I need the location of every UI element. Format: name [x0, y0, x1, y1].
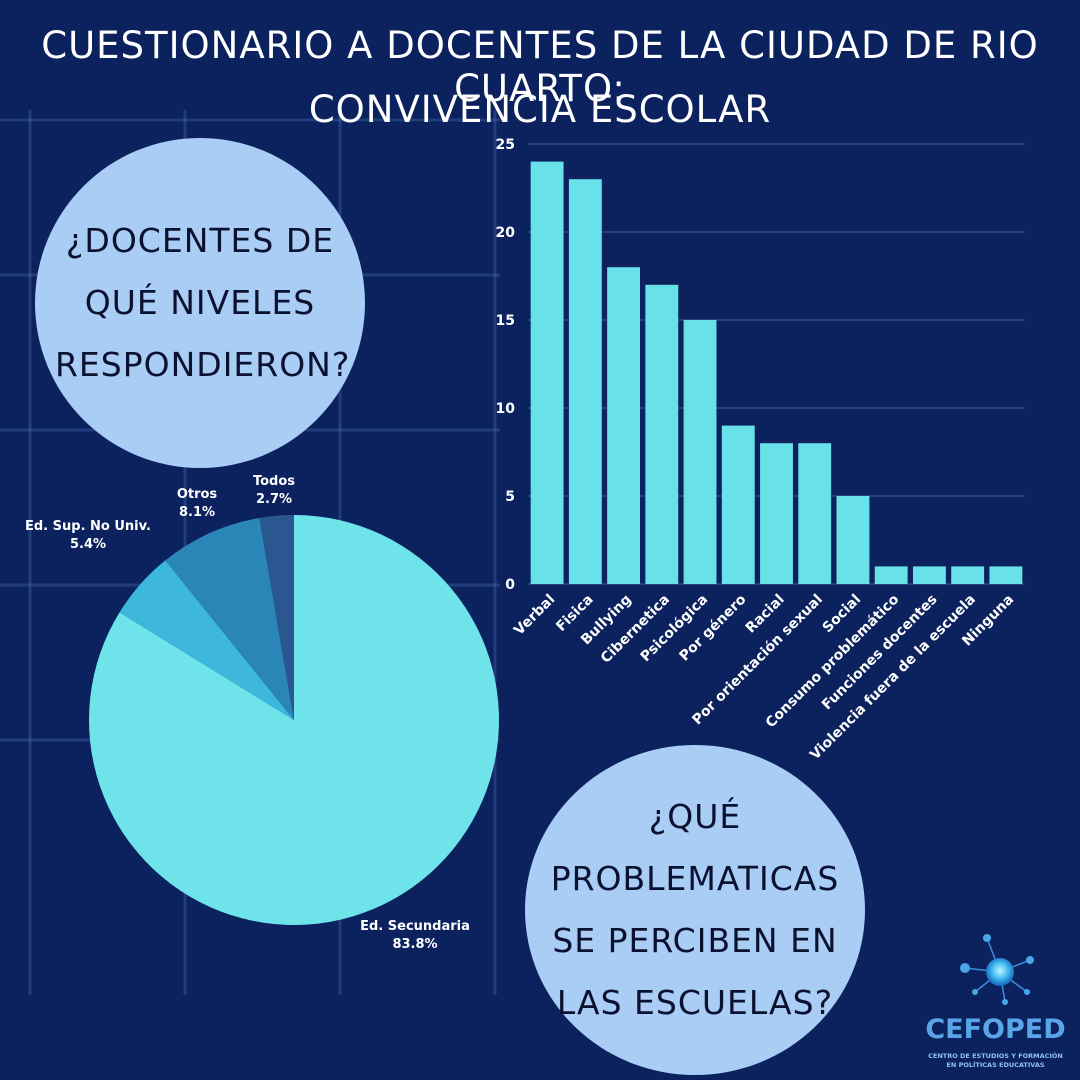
pie-slice-label: Ed. Secundaria [360, 919, 470, 934]
x-tick-label: Por género [677, 591, 750, 664]
pie-slice-percent: 83.8% [392, 937, 437, 952]
pie-slice-label: Todos [253, 474, 295, 489]
bar [874, 566, 908, 584]
bar [721, 425, 755, 584]
bar [683, 320, 717, 584]
bar [530, 161, 564, 584]
problems-question-line: LAS ESCUELAS? [556, 983, 834, 1022]
y-tick-label: 10 [496, 401, 516, 417]
levels-question-line: ¿DOCENTES DE [65, 221, 335, 260]
cefoped-logo-icon [960, 934, 1034, 1005]
y-tick-label: 25 [496, 137, 515, 153]
bar [798, 443, 832, 584]
logo-subtitle: EN POLÍTICAS EDUCATIVAS [946, 1061, 1045, 1069]
pie-slice [119, 560, 294, 720]
bar [568, 179, 602, 584]
problems-question-line: ¿QUÉ [648, 797, 742, 836]
bar [836, 496, 870, 584]
pie-slice [89, 515, 500, 925]
y-tick-label: 15 [496, 313, 515, 329]
problems-question-bubble: ¿QUÉ PROBLEMATICAS SE PERCIBEN EN LAS ES… [525, 745, 865, 1075]
y-tick-label: 5 [505, 489, 515, 505]
levels-question-bubble: ¿DOCENTES DE QUÉ NIVELES RESPONDIERON? [35, 138, 365, 468]
problems-bar-chart: 0510152025VerbalFisicaBullyingCibernetic… [496, 137, 1025, 763]
y-tick-label: 0 [505, 577, 515, 593]
problems-question-line: SE PERCIBEN EN [552, 921, 838, 960]
page-title: CUESTIONARIO A DOCENTES DE LA CIUDAD DE … [41, 24, 1039, 110]
bar [645, 284, 679, 584]
levels-question-line: QUÉ NIVELES [84, 283, 316, 322]
logo-subtitle: CENTRO DE ESTUDIOS Y FORMACIÓN [928, 1052, 1063, 1060]
pie-slice-percent: 2.7% [256, 492, 292, 507]
logo-name: CEFOPED [925, 1014, 1066, 1045]
bar [912, 566, 946, 584]
page-subtitle: CONVIVENCIA ESCOLAR [308, 88, 772, 131]
x-tick-label: Verbal [511, 592, 558, 639]
bar [951, 566, 985, 584]
bar [760, 443, 793, 584]
y-tick-label: 20 [496, 225, 516, 241]
pie-slice-label: Otros [177, 487, 218, 502]
pie-slice [259, 515, 294, 720]
pie-slice-label: Ed. Sup. No Univ. [25, 519, 151, 534]
levels-pie-chart: Ed. Secundaria 83.8% Ed. Sup. No Univ. 5.4%… [25, 474, 500, 952]
pie-slice-percent: 8.1% [179, 505, 215, 520]
bar [607, 267, 641, 584]
levels-question-line: RESPONDIERON? [55, 345, 351, 384]
problems-question-line: PROBLEMATICAS [550, 859, 840, 898]
pie-slice [165, 517, 294, 720]
bar [989, 566, 1023, 584]
pie-slice-percent: 5.4% [70, 537, 106, 552]
